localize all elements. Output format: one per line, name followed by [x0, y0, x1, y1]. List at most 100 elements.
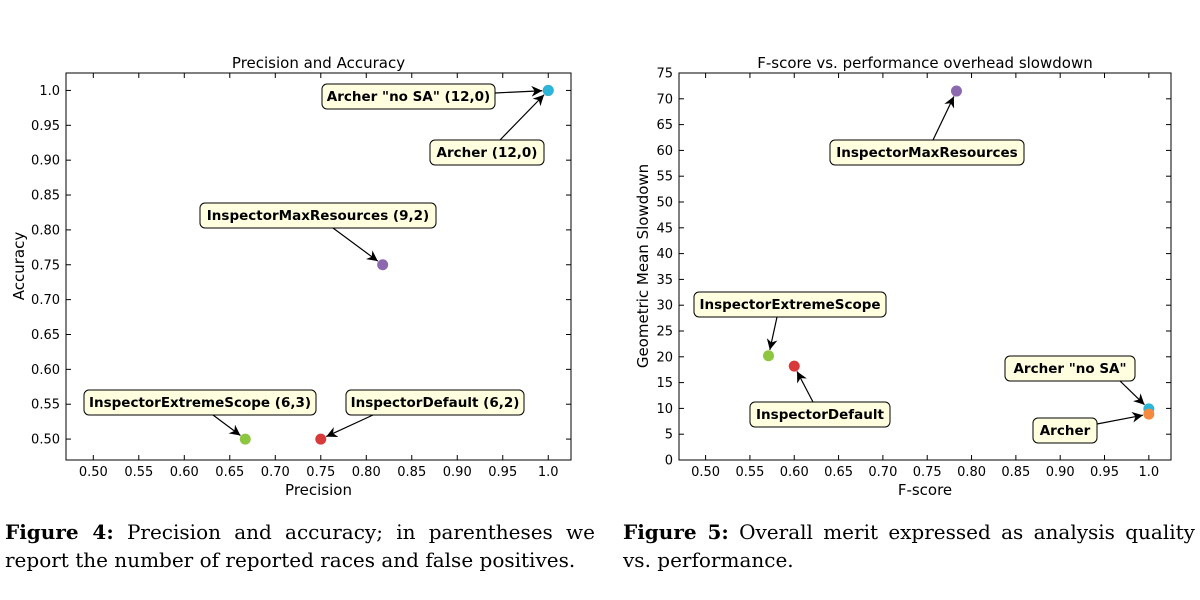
y-tick-label: 30	[656, 299, 673, 314]
x-tick-label: 0.60	[780, 465, 809, 480]
x-tick-label: 0.90	[443, 465, 472, 480]
x-tick-label: 0.50	[79, 465, 108, 480]
figure-5-caption-label: Figure 5:	[623, 520, 729, 544]
annotation-label-inspectordefault: InspectorDefault	[756, 407, 884, 423]
annotation-box-inspectordefault	[749, 401, 891, 428]
figure-5-caption-text: Overall merit expressed as analysis qual…	[623, 520, 1195, 572]
y-tick-label: 55	[656, 170, 673, 185]
chart-title: Precision and Accuracy	[232, 54, 405, 72]
y-tick-label: 0.55	[31, 398, 60, 413]
x-tick-label: 0.55	[124, 465, 153, 480]
annotation-label-archer-12-0: Archer (12,0)	[437, 145, 538, 161]
annotation-box-archer	[1032, 417, 1098, 444]
y-tick-label: 35	[656, 273, 673, 288]
y-tick-label: 60	[656, 144, 673, 159]
figure-5-caption: Figure 5: Overall merit expressed as ana…	[623, 518, 1195, 574]
y-axis-label: Accuracy	[10, 232, 28, 301]
annotation-box-archer-12-0	[429, 139, 545, 166]
x-tick-label: 0.60	[170, 465, 199, 480]
y-tick-label: 50	[656, 196, 673, 211]
x-tick-label: 0.55	[735, 465, 764, 480]
point-inspectorextremescope	[763, 350, 775, 362]
annotation-box-inspectorextremescope-6-3	[83, 389, 317, 416]
point-inspectordefault	[788, 360, 800, 372]
annotation-arrow-inspectormaxresources	[932, 96, 955, 141]
point-inspectorextremescope-6-3	[239, 433, 251, 445]
annotation-box-inspectordefault-6-2	[345, 389, 525, 416]
annotation-arrow-archer-12-0	[499, 94, 545, 141]
annotation-arrow-inspectorextremescope	[766, 316, 778, 351]
y-tick-label: 25	[656, 325, 673, 340]
annotation-label-archer: Archer	[1040, 423, 1091, 439]
y-tick-label: 20	[656, 350, 673, 365]
figure-4-caption: Figure 4: Precision and accuracy; in par…	[5, 518, 595, 574]
y-tick-label: 0.60	[31, 363, 60, 378]
annotation-label-inspectormaxresources-9-2: InspectorMaxResources (9,2)	[207, 208, 429, 224]
annotation-arrow-inspectorextremescope-6-3	[212, 414, 241, 436]
x-tick-label: 0.90	[1046, 465, 1075, 480]
y-tick-label: 40	[656, 247, 673, 262]
x-tick-label: 0.70	[868, 465, 897, 480]
point-archer-no-sa-12-0	[542, 84, 554, 96]
x-tick-label: 0.95	[1090, 465, 1119, 480]
y-tick-label: 0.90	[31, 154, 60, 169]
annotation-label-inspectorextremescope-6-3: InspectorExtremeScope (6,3)	[89, 395, 311, 411]
plot-frame	[678, 72, 1172, 461]
y-tick-label: 0.75	[31, 258, 60, 273]
y-tick-label: 10	[656, 402, 673, 417]
y-tick-label: 0.65	[31, 328, 60, 343]
annotation-arrow-archer	[1096, 411, 1144, 425]
annotation-arrow-archer-no-sa-12-0	[494, 85, 543, 97]
annotation-arrow-inspectormaxresources-9-2	[332, 227, 379, 262]
precision-accuracy-chart: Precision and AccuracyPrecisionAccuracy0…	[10, 54, 572, 499]
figure-4-caption-text: Precision and accuracy; in parentheses w…	[5, 520, 595, 572]
y-tick-label: 0	[665, 454, 673, 469]
x-tick-label: 0.75	[306, 465, 335, 480]
annotation-arrow-inspectordefault-6-2	[325, 414, 374, 438]
x-tick-label: 0.95	[488, 465, 517, 480]
annotation-box-inspectorextremescope	[693, 291, 887, 318]
x-tick-label: 0.85	[397, 465, 426, 480]
annotation-label-archer-no-sa-12-0: Archer "no SA" (12,0)	[327, 89, 490, 105]
y-tick-label: 15	[656, 376, 673, 391]
y-axis-label: Geometric Mean Slowdown	[634, 164, 652, 368]
y-tick-label: 0.50	[31, 433, 60, 448]
point-archer	[1143, 408, 1155, 420]
annotation-label-archer-no-sa: Archer "no SA"	[1013, 361, 1126, 377]
annotation-box-archer-no-sa	[1004, 355, 1136, 382]
x-tick-label: 0.80	[957, 465, 986, 480]
x-tick-label: 0.65	[824, 465, 853, 480]
y-tick-label: 0.95	[31, 119, 60, 134]
annotation-arrow-archer-no-sa	[1119, 380, 1145, 406]
y-tick-label: 1.0	[39, 84, 60, 99]
x-tick-label: 0.85	[1001, 465, 1030, 480]
x-axis-label: Precision	[285, 481, 352, 499]
chart-title: F-score vs. performance overhead slowdow…	[757, 54, 1092, 72]
point-inspectormaxresources-9-2	[377, 259, 389, 271]
x-tick-label: 1.0	[538, 465, 559, 480]
plot-frame	[65, 72, 572, 461]
figure-4-caption-label: Figure 4:	[5, 520, 114, 544]
figure-5-panel: F-score vs. performance overhead slowdow…	[600, 0, 1200, 600]
y-tick-label: 65	[656, 118, 673, 133]
x-tick-label: 0.80	[352, 465, 381, 480]
annotation-box-archer-no-sa-12-0	[321, 83, 496, 110]
annotation-label-inspectormaxresources: InspectorMaxResources	[836, 145, 1017, 161]
x-tick-label: 0.50	[691, 465, 720, 480]
y-tick-label: 75	[656, 67, 673, 82]
y-tick-label: 5	[665, 428, 673, 443]
x-tick-label: 1.0	[1138, 465, 1159, 480]
x-tick-label: 0.70	[261, 465, 290, 480]
annotation-box-inspectormaxresources-9-2	[199, 202, 437, 229]
point-inspectordefault-6-2	[315, 433, 327, 445]
annotation-label-inspectordefault-6-2: InspectorDefault (6,2)	[351, 395, 520, 411]
annotation-arrow-inspectordefault	[796, 371, 814, 403]
figure-4-panel: Precision and Accuracy Precision Accuracy 0…	[10, 54, 572, 499]
x-tick-label: 0.75	[913, 465, 942, 480]
y-tick-label: 45	[656, 221, 673, 236]
x-tick-label: 0.65	[215, 465, 244, 480]
y-tick-label: 0.80	[31, 223, 60, 238]
x-axis-label: F-score	[898, 481, 952, 499]
point-inspectormaxresources	[950, 85, 962, 97]
y-tick-label: 0.85	[31, 189, 60, 204]
